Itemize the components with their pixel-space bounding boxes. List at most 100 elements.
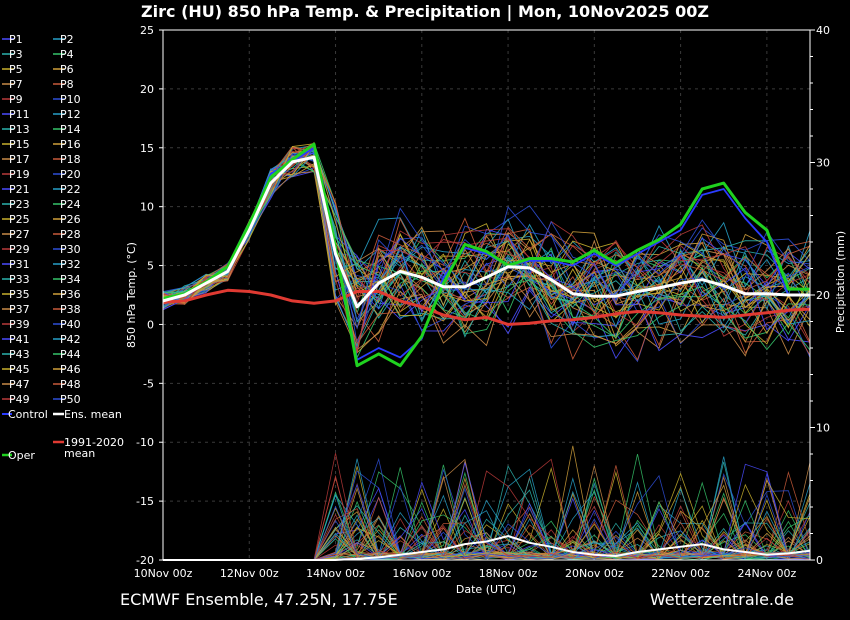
main-series: [162, 142, 811, 368]
legend-label: P18: [60, 153, 81, 166]
legend-label: P44: [60, 348, 81, 361]
legend-label: P6: [60, 63, 74, 76]
legend-label: P28: [60, 228, 81, 241]
plot-frame: [162, 29, 811, 561]
legend-label: P45: [9, 363, 30, 376]
legend-label: P13: [9, 123, 30, 136]
member-line-p46: [162, 144, 811, 352]
legend-label: P49: [9, 393, 30, 406]
legend-label: P2: [60, 33, 74, 46]
x-tick-label: 14Nov 00z: [306, 567, 365, 580]
y-tick-label: 20: [140, 83, 154, 96]
legend-label: P20: [60, 168, 81, 181]
legend-label: P50: [60, 393, 81, 406]
y-tick-label: -15: [136, 495, 154, 508]
legend-label-oper: Oper: [8, 449, 35, 462]
legend-label: P31: [9, 258, 30, 271]
member-precip-p26: [163, 487, 811, 561]
legend-label: P43: [9, 348, 30, 361]
legend-label-ens-mean: Ens. mean: [64, 408, 122, 421]
precipitation-lines: [163, 445, 811, 562]
legend-label: P40: [60, 318, 81, 331]
footer-site: Wetterzentrale.de: [650, 590, 794, 609]
y2-tick-label: 10: [816, 422, 830, 435]
x-axis-label: Date (UTC): [456, 583, 516, 596]
x-tick-label: 12Nov 00z: [220, 567, 279, 580]
legend-label: P46: [60, 363, 81, 376]
y-axis-ticks: 25 20 15 10 5 0 -5 -10 -15 -20: [136, 24, 163, 567]
x-tick-label: 10Nov 00z: [134, 567, 193, 580]
legend-label: P17: [9, 153, 30, 166]
chart-title: Zirc (HU) 850 hPa Temp. & Precipitation …: [141, 2, 709, 22]
legend-label: P7: [9, 78, 23, 91]
y-tick-label: 10: [140, 201, 154, 214]
member-line-p42: [162, 152, 811, 335]
x-axis-ticks: 10Nov 00z 12Nov 00z 14Nov 00z 16Nov 00z 18No…: [134, 567, 797, 580]
legend-label: P37: [9, 303, 30, 316]
legend-label: P3: [9, 48, 23, 61]
y-tick-label: 25: [140, 24, 154, 37]
x-tick-label: 18Nov 00z: [479, 567, 538, 580]
legend-label: P11: [9, 108, 30, 121]
legend-label: P29: [9, 243, 30, 256]
y-tick-label: 15: [140, 142, 154, 155]
member-line-p21: [162, 152, 811, 352]
legend-label: P34: [60, 273, 81, 286]
legend-label: P22: [60, 183, 81, 196]
legend-label: P47: [9, 378, 30, 391]
member-line-p45: [162, 143, 811, 329]
legend-label-clim: 1991-2020 mean: [64, 436, 124, 460]
series-line-control: [162, 146, 810, 361]
member-line-p4: [162, 142, 811, 323]
series-line-1991-2020-mean: [162, 288, 811, 326]
legend-label: P30: [60, 243, 81, 256]
x-tick-label: 22Nov 00z: [651, 567, 710, 580]
legend-label: P24: [60, 198, 81, 211]
x-tick-label: 24Nov 00z: [737, 567, 796, 580]
y-tick-label: 5: [147, 260, 154, 273]
y-tick-label: 0: [147, 318, 154, 331]
y2-tick-label: 30: [816, 157, 830, 170]
legend-label: P42: [60, 333, 81, 346]
legend-label: P41: [9, 333, 30, 346]
legend: P1 P2 P3 P4 P5 P6 P7 P8 P9 P10 P11 P12 P13 P14 P15 P16 P…: [2, 33, 124, 462]
legend-label: P25: [9, 213, 30, 226]
legend-label-control: Control: [8, 408, 48, 421]
x-tick-label: 16Nov 00z: [392, 567, 451, 580]
y2-tick-label: 40: [816, 24, 830, 37]
y2-axis-ticks: 40 30 20 10 0: [810, 24, 830, 567]
legend-label: P27: [9, 228, 30, 241]
y-axis-label: 850 hPa Temp. (°C): [125, 242, 138, 348]
legend-label: P48: [60, 378, 81, 391]
legend-label: P1: [9, 33, 23, 46]
y-tick-label: -5: [143, 377, 154, 390]
member-line-p50: [162, 152, 811, 330]
legend-label: P35: [9, 288, 30, 301]
legend-label: P39: [9, 318, 30, 331]
legend-label: P38: [60, 303, 81, 316]
legend-label: P32: [60, 258, 81, 271]
member-line-p15: [162, 154, 811, 303]
legend-label: P12: [60, 108, 81, 121]
legend-label: P8: [60, 78, 74, 91]
legend-label: P33: [9, 273, 30, 286]
series-line-oper: [162, 142, 810, 368]
legend-label: P19: [9, 168, 30, 181]
y-tick-label: -20: [136, 554, 154, 567]
legend-label: P10: [60, 93, 81, 106]
y-tick-label: -10: [136, 436, 154, 449]
member-line-p22: [162, 149, 811, 311]
legend-label: P23: [9, 198, 30, 211]
legend-label: P15: [9, 138, 30, 151]
legend-label: P21: [9, 183, 30, 196]
legend-label: P4: [60, 48, 74, 61]
legend-label: P5: [9, 63, 23, 76]
footer-source: ECMWF Ensemble, 47.25N, 17.75E: [120, 590, 398, 609]
y2-axis-label: Precipitation (mm): [834, 231, 847, 333]
y2-tick-label: 0: [816, 554, 823, 567]
member-line-p44: [162, 155, 811, 351]
y2-tick-label: 20: [816, 289, 830, 302]
member-line-p48: [162, 146, 811, 354]
legend-label: P16: [60, 138, 81, 151]
